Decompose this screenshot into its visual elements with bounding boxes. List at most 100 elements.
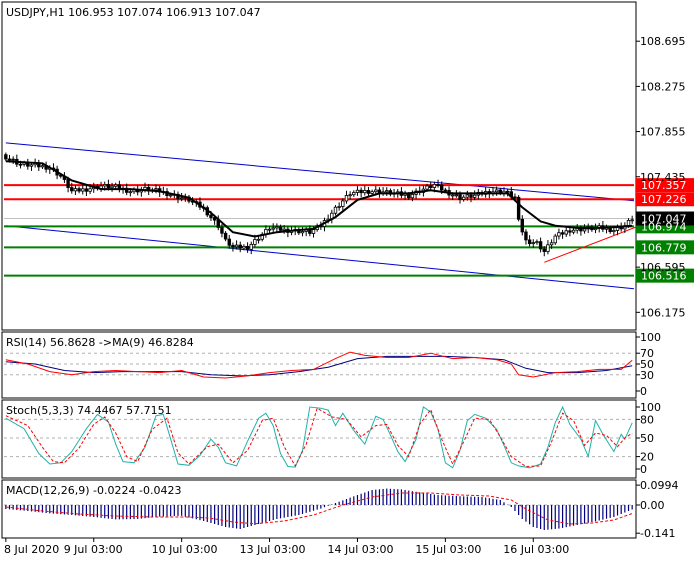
candle-body (220, 227, 224, 234)
candle-body (527, 239, 532, 245)
macd-ytick-label: 0.00 (640, 499, 665, 512)
candle-body (282, 228, 286, 231)
candle-body (612, 230, 616, 233)
rsi-ytick-label: 70 (640, 347, 654, 360)
candle-body (425, 185, 429, 190)
candle-body (553, 235, 557, 244)
macd-ytick-label: 0.0994 (640, 479, 679, 492)
main-ytick-label: 108.275 (640, 80, 686, 93)
level-label: 107.357 (641, 179, 687, 192)
candle-body (77, 188, 81, 192)
level-label: 106.974 (641, 220, 687, 233)
candle-body (571, 229, 576, 233)
rsi-panel-frame (1, 331, 637, 399)
candle-body (168, 194, 173, 197)
rsi-line (5, 351, 633, 379)
candle-body (440, 184, 444, 191)
level-tag (636, 192, 694, 207)
candle-body (374, 189, 378, 193)
candle-body (608, 227, 612, 233)
candle-body (256, 238, 261, 241)
candle-body (516, 196, 521, 220)
current-price-label: 107.047 (641, 213, 687, 226)
candle-body (524, 231, 528, 241)
candle-body (275, 226, 279, 229)
candle-body (81, 188, 85, 192)
candle-body (443, 189, 448, 192)
level-label: 106.779 (641, 241, 687, 254)
x-tick-label: 16 Jul 03:00 (503, 543, 569, 556)
candle-body (110, 185, 114, 189)
channel-upper-line (5, 142, 635, 202)
candle-body (410, 194, 415, 199)
candle-body (630, 219, 634, 222)
rsi-ytick-label: 0 (640, 385, 647, 398)
rsi-title: RSI(14) 56.8628 ->MA(9) 46.8284 (6, 336, 194, 349)
candle-body (227, 238, 231, 246)
candle-body (7, 158, 12, 161)
rsi-ytick-label: 50 (640, 358, 654, 371)
x-tick-label: 8 Jul 2020 (4, 543, 59, 556)
stoch-k-line (5, 405, 633, 469)
candle-body (344, 195, 349, 202)
candle-body (355, 189, 360, 193)
candle-body (352, 192, 356, 196)
candle-body (557, 232, 561, 237)
macd-panel-frame (1, 479, 637, 539)
candle-body (179, 197, 184, 200)
candle-body (450, 194, 455, 197)
candle-body (568, 230, 572, 233)
stoch-d-line (5, 407, 633, 468)
candle-body (308, 229, 312, 234)
candle-body (114, 184, 118, 187)
candle-body (128, 191, 133, 194)
stoch-ytick-label: 20 (640, 451, 654, 464)
candle-body (505, 190, 510, 193)
candle-body (348, 194, 352, 197)
candle-body (429, 185, 433, 188)
candle-body (29, 164, 34, 167)
candle-body (520, 218, 524, 233)
main-ytick-label: 107.435 (640, 171, 686, 184)
candle-body (238, 244, 242, 249)
main-ytick-label: 106.595 (640, 261, 686, 274)
candle-body (209, 214, 213, 218)
level-label: 107.226 (641, 193, 687, 206)
candle-body (231, 244, 235, 248)
candle-body (234, 244, 239, 248)
candle-body (249, 244, 253, 250)
candle-body (458, 194, 462, 200)
level-tag (636, 240, 694, 255)
candle-body (253, 239, 257, 245)
candle-body (531, 242, 535, 245)
candle-body (385, 190, 389, 193)
candle-body (549, 242, 554, 246)
candle-body (535, 241, 539, 244)
main-title: USDJPY,H1 106.953 107.074 106.913 107.04… (6, 6, 261, 19)
candle-body (366, 190, 371, 194)
candle-body (245, 245, 250, 250)
candle-body (538, 241, 543, 250)
candle-body (223, 232, 228, 240)
candle-body (359, 189, 363, 194)
candle-body (582, 228, 587, 232)
level-label: 106.516 (641, 270, 687, 283)
candle-body (436, 183, 440, 186)
candle-body (103, 184, 107, 187)
candle-body (341, 200, 345, 207)
candle-body (370, 191, 374, 194)
candle-body (267, 228, 272, 231)
candle-body (278, 226, 283, 231)
level-tag (636, 178, 694, 193)
candle-body (542, 248, 546, 252)
candle-body (11, 158, 15, 161)
candle-body (465, 194, 470, 198)
candle-body (311, 229, 316, 234)
stoch-ytick-label: 0 (640, 463, 647, 476)
main-ytick-label: 108.695 (640, 35, 686, 48)
x-tick-label: 13 Jul 03:00 (240, 543, 306, 556)
moving-average-line (5, 160, 633, 238)
candle-body (73, 188, 78, 192)
